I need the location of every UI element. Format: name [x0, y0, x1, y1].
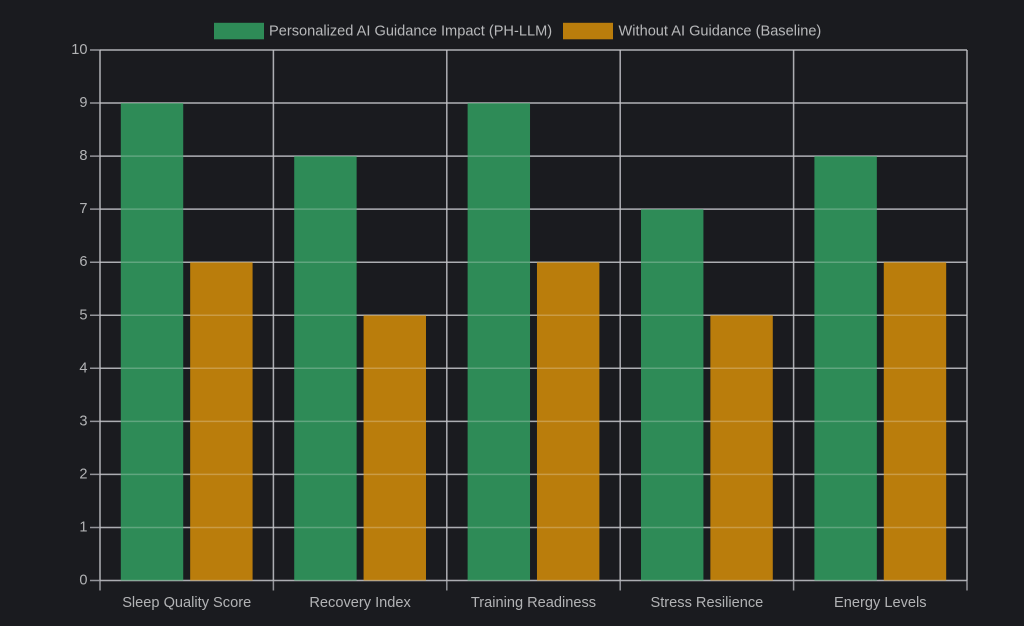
- svg-text:Personalized AI Guidance Impac: Personalized AI Guidance Impact (PH-LLM): [269, 24, 552, 40]
- svg-text:Stress Resilience: Stress Resilience: [651, 595, 764, 611]
- svg-text:4: 4: [79, 360, 87, 376]
- svg-text:8: 8: [79, 148, 87, 164]
- svg-text:9: 9: [79, 95, 87, 111]
- svg-text:Training Readiness: Training Readiness: [471, 595, 596, 611]
- svg-text:5: 5: [79, 307, 87, 323]
- svg-text:3: 3: [79, 413, 87, 429]
- svg-text:Sleep Quality Score: Sleep Quality Score: [122, 595, 251, 611]
- svg-text:Recovery Index: Recovery Index: [309, 595, 411, 611]
- svg-text:6: 6: [79, 254, 87, 270]
- svg-text:1: 1: [79, 519, 87, 535]
- svg-text:7: 7: [79, 201, 87, 217]
- svg-text:0: 0: [79, 573, 87, 589]
- svg-text:2: 2: [79, 466, 87, 482]
- svg-text:10: 10: [71, 42, 87, 58]
- svg-text:Energy Levels: Energy Levels: [834, 595, 926, 611]
- svg-text:Without AI Guidance (Baseline): Without AI Guidance (Baseline): [619, 24, 822, 40]
